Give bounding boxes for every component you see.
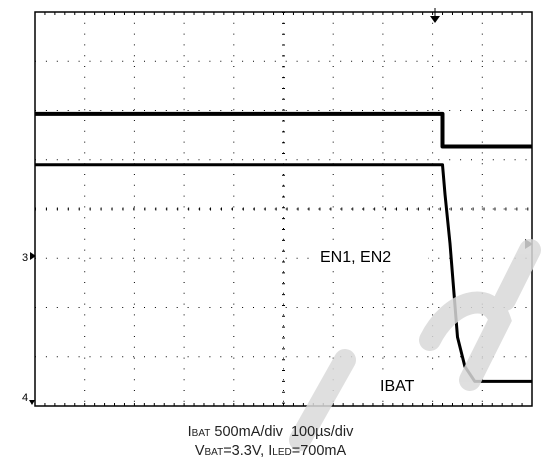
channel-3-marker: 3 [22, 252, 28, 264]
caption-line-2: VBAT=3.3V, ILED=700mA [194, 443, 347, 459]
channel-4-marker: 4 [22, 392, 28, 404]
ibat-label: IBAT [380, 378, 415, 395]
caption-line-1: IBAT 500mA/div 100µs/div [187, 424, 354, 440]
en-label: EN1, EN2 [320, 249, 391, 266]
channel-4-arrow [29, 400, 35, 405]
en-label-bg [310, 244, 428, 266]
channel-3-arrow [30, 252, 36, 260]
trigger-marker [430, 16, 440, 23]
ibat-label-bg [376, 373, 434, 395]
en-trace [35, 111, 532, 149]
graticule [34, 11, 533, 407]
